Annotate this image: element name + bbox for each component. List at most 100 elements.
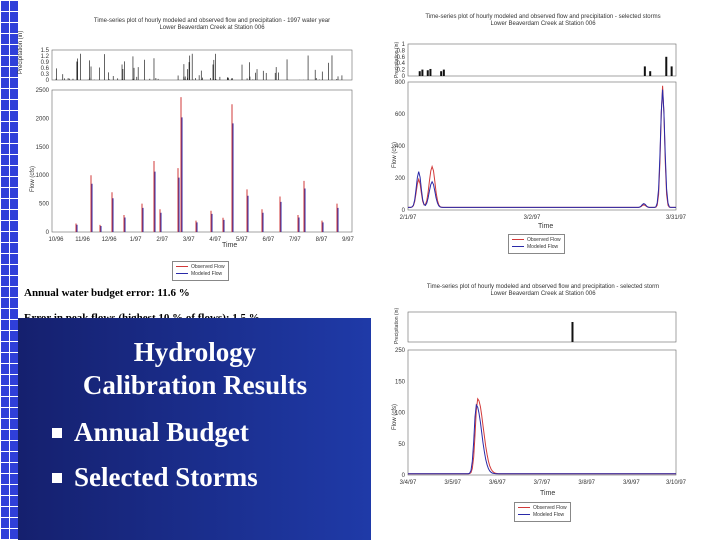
left-precip-tick-label: 0.6 bbox=[41, 66, 50, 72]
rt-precip-tick-label: 0.4 bbox=[397, 61, 406, 67]
rb-legend-observed: Observed Flow bbox=[533, 505, 567, 511]
left-chart-xlabel: Time bbox=[222, 242, 238, 249]
left-x-tick-label: 6/97 bbox=[263, 237, 275, 243]
rt-precip-bar bbox=[426, 70, 429, 76]
left-x-tick-label: 11/96 bbox=[75, 237, 90, 243]
rt-precip-bar bbox=[643, 66, 646, 76]
rt-precip-tick-label: 0.8 bbox=[397, 48, 406, 54]
rt-x-tick-label: 2/1/97 bbox=[400, 215, 417, 221]
right-top-title-line2: Lower Beaverdam Creek at Station 006 bbox=[490, 21, 596, 27]
slide-title-line2: Calibration Results bbox=[82, 370, 308, 400]
right-bottom-chart-panel: Time-series plot of hourly modeled and o… bbox=[378, 280, 688, 530]
left-flow-frame bbox=[51, 89, 353, 233]
rt-precip-bar bbox=[421, 69, 424, 76]
rt-precip-bar bbox=[429, 68, 432, 76]
right-top-chart-legend: Observed Flow Modeled Flow bbox=[508, 234, 565, 254]
rt-flow-frame bbox=[407, 81, 677, 211]
right-bottom-title-line2: Lower Beaverdam Creek at Station 006 bbox=[490, 291, 596, 297]
rb-x-tick-label: 3/10/97 bbox=[666, 480, 687, 486]
right-top-chart-xlabel: Time bbox=[538, 223, 554, 230]
left-flow-tick-label: 0 bbox=[46, 230, 50, 236]
rt-legend-observed: Observed Flow bbox=[527, 237, 561, 243]
rt-flow-tick-label: 400 bbox=[395, 144, 406, 150]
rt-precip-tick-label: 0.6 bbox=[397, 55, 406, 61]
left-flow-tick-label: 1000 bbox=[36, 173, 50, 179]
rt-flow-tick-label: 800 bbox=[395, 80, 406, 86]
bullet-selected-storms-text: Selected Storms bbox=[74, 462, 258, 492]
rb-flow-tick-label: 50 bbox=[398, 442, 405, 448]
rt-precip-bar bbox=[442, 69, 445, 76]
right-bottom-title-line1: Time-series plot of hourly modeled and o… bbox=[426, 284, 660, 290]
left-x-tick-label: 7/97 bbox=[289, 237, 301, 243]
rt-modeled-flow-line bbox=[408, 89, 676, 208]
left-precip-frame bbox=[51, 49, 353, 81]
rb-x-tick-label: 3/4/97 bbox=[400, 480, 417, 486]
slide-title: Hydrology Calibration Results bbox=[40, 336, 350, 402]
legend-modeled-flow: Modeled Flow bbox=[191, 271, 223, 277]
left-precip-tick-label: 0.3 bbox=[41, 72, 50, 78]
bullet-annual-budget: Annual Budget bbox=[52, 417, 249, 448]
right-bottom-chart-xlabel: Time bbox=[540, 490, 556, 497]
decorative-side-strip bbox=[0, 0, 18, 540]
rt-precip-bar bbox=[649, 71, 652, 76]
slide-title-box bbox=[18, 318, 371, 540]
rt-precip-bar bbox=[665, 56, 668, 76]
rt-x-tick-label: 3/31/97 bbox=[666, 215, 687, 221]
left-x-tick-label: 8/97 bbox=[316, 237, 328, 243]
left-precip-tick-label: 1.2 bbox=[41, 54, 50, 60]
slide-title-line1: Hydrology bbox=[133, 337, 257, 367]
rb-flow-tick-label: 0 bbox=[402, 473, 406, 479]
right-bottom-chart-title: Time-series plot of hourly modeled and o… bbox=[398, 284, 688, 298]
left-chart-legend: Observed Flow Modeled Flow bbox=[172, 261, 229, 281]
rt-precip-tick-label: 0.2 bbox=[397, 68, 406, 74]
right-top-chart-title: Time-series plot of hourly modeled and o… bbox=[398, 14, 688, 28]
rb-flow-frame bbox=[407, 349, 677, 476]
rb-observed-flow-line bbox=[408, 397, 676, 475]
rt-flow-tick-label: 200 bbox=[395, 176, 406, 182]
left-precip-tick-label: 1.5 bbox=[41, 48, 50, 54]
left-x-tick-label: 3/97 bbox=[183, 237, 195, 243]
rt-precip-frame bbox=[407, 43, 677, 77]
rt-precip-bar bbox=[670, 66, 673, 76]
rb-flow-tick-label: 250 bbox=[395, 348, 406, 354]
rb-legend-modeled: Modeled Flow bbox=[533, 512, 565, 518]
rb-modeled-flow-line bbox=[408, 403, 676, 475]
left-x-tick-label: 5/97 bbox=[236, 237, 248, 243]
left-flow-tick-label: 500 bbox=[39, 202, 50, 208]
left-flow-tick-label: 2000 bbox=[36, 116, 50, 122]
legend-observed-flow: Observed Flow bbox=[191, 264, 225, 270]
rt-precip-bar bbox=[440, 71, 443, 76]
rb-x-tick-label: 3/7/97 bbox=[534, 480, 551, 486]
left-precip-tick-label: 0.9 bbox=[41, 60, 50, 66]
left-x-tick-label: 9/97 bbox=[342, 237, 354, 243]
annual-budget-error-caption: Annual water budget error: 11.6 % bbox=[24, 287, 190, 299]
rb-x-tick-label: 3/5/97 bbox=[444, 480, 461, 486]
rt-precip-bar bbox=[418, 71, 421, 76]
rb-x-tick-label: 3/8/97 bbox=[578, 480, 595, 486]
right-bottom-chart-svg: 250 150 100 50 03/4/97 3/5/97 3/6/97 3/7/97 3/8/… bbox=[395, 311, 687, 486]
right-bottom-chart-legend: Observed Flow Modeled Flow bbox=[514, 502, 571, 522]
left-x-tick-label: 2/97 bbox=[156, 237, 168, 243]
rb-flow-tick-label: 100 bbox=[395, 411, 406, 417]
rt-flow-tick-label: 0 bbox=[402, 208, 406, 214]
right-top-chart-panel: Time-series plot of hourly modeled and o… bbox=[378, 10, 688, 255]
bullet-square-icon bbox=[52, 472, 62, 483]
rb-precip-frame bbox=[407, 311, 677, 343]
left-flow-tick-label: 2500 bbox=[36, 88, 50, 94]
left-x-tick-label: 10/96 bbox=[48, 237, 64, 243]
left-x-tick-label: 12/96 bbox=[102, 237, 118, 243]
right-top-title-line1: Time-series plot of hourly modeled and o… bbox=[425, 14, 661, 20]
rb-precip-bar bbox=[571, 322, 574, 342]
bullet-square-icon bbox=[52, 427, 62, 438]
rt-x-tick-label: 3/2/97 bbox=[524, 215, 541, 221]
rt-precip-tick-label: 0 bbox=[402, 74, 406, 80]
left-chart-svg: 1.51.20.90.60.302500200015001000500010/9… bbox=[36, 48, 355, 243]
rb-x-tick-label: 3/6/97 bbox=[489, 480, 506, 486]
rb-flow-tick-label: 150 bbox=[395, 379, 406, 385]
rt-observed-flow-line bbox=[408, 85, 676, 208]
bullet-selected-storms: Selected Storms bbox=[52, 462, 258, 493]
rt-flow-tick-label: 600 bbox=[395, 112, 406, 118]
left-chart-title-line1: Time-series plot of hourly modeled and o… bbox=[93, 18, 331, 24]
left-chart-panel: Time-series plot of hourly modeled and o… bbox=[18, 14, 367, 282]
